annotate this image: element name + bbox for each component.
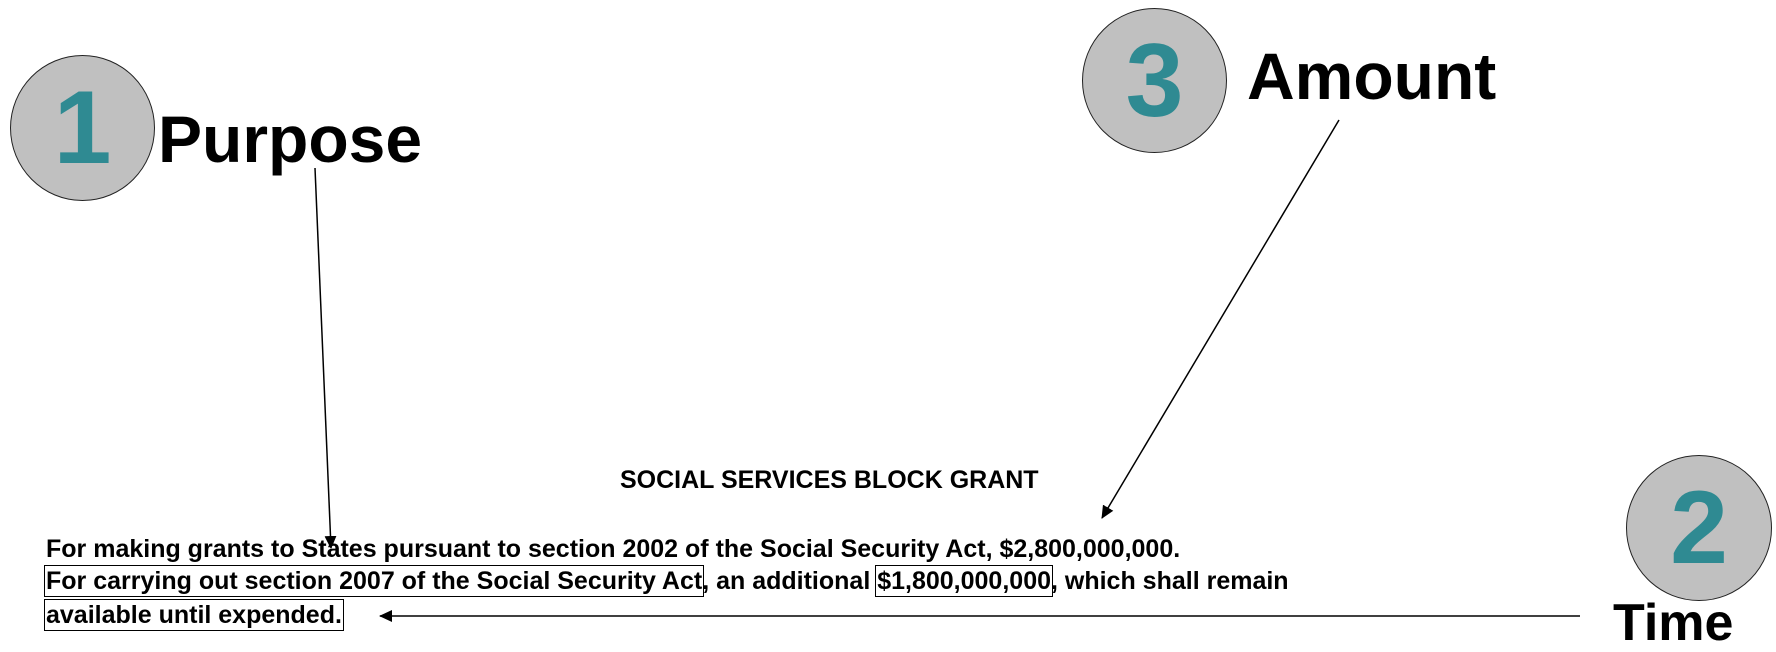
callout-circle-2: 2 [1626, 455, 1772, 601]
callout-circle-1: 1 [10, 55, 155, 201]
purpose-label: Purpose [158, 102, 423, 176]
purpose-highlight-box: For carrying out section 2007 of the Soc… [43, 565, 705, 597]
line-2-middle-text: , an additional [702, 567, 878, 595]
document-title: SOCIAL SERVICES BLOCK GRANT [620, 466, 1039, 494]
callout-circle-3: 3 [1082, 8, 1227, 153]
purpose-arrow [314, 167, 337, 549]
amount-highlight-box: $1,800,000,000 [875, 565, 1053, 597]
amount-label: Amount [1247, 39, 1497, 113]
time-highlight-box: available until expended. [44, 599, 344, 631]
time-label: Time [1613, 594, 1734, 652]
callout-number-3: 3 [1125, 22, 1184, 139]
callout-number-1: 1 [53, 70, 112, 186]
callout-number-2: 2 [1670, 470, 1728, 586]
line-2-end-text: , which shall remain [1051, 567, 1289, 595]
amount-arrow [1101, 119, 1340, 519]
document-line-2: For carrying out section 2007 of the Soc… [43, 565, 1289, 597]
document-line-3: available until expended. [44, 599, 344, 631]
document-line-1: For making grants to States pursuant to … [46, 535, 1181, 563]
